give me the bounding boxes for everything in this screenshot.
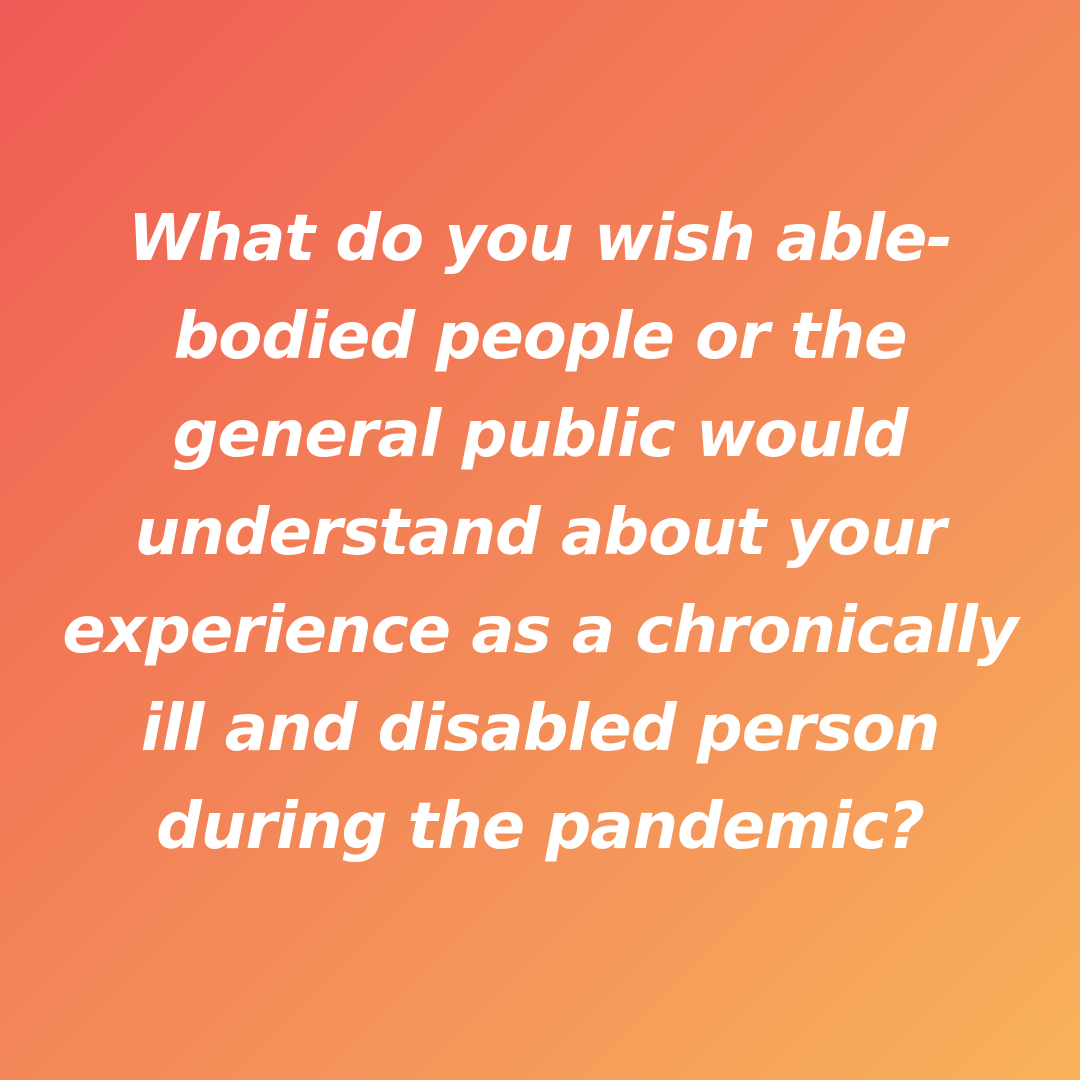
question-line-4: understand about your bbox=[134, 496, 947, 570]
question-line-3: general public would bbox=[172, 398, 909, 472]
question-line-5: experience as a chronically bbox=[62, 594, 1018, 668]
question-line-7: during the pandemic? bbox=[156, 790, 925, 864]
question-line-2: bodied people or the bbox=[173, 300, 907, 374]
question-text: What do you wish able- bodied people or … bbox=[0, 190, 1080, 876]
question-line-6: ill and disabled person bbox=[140, 692, 941, 766]
question-line-1: What do you wish able- bbox=[128, 202, 953, 276]
